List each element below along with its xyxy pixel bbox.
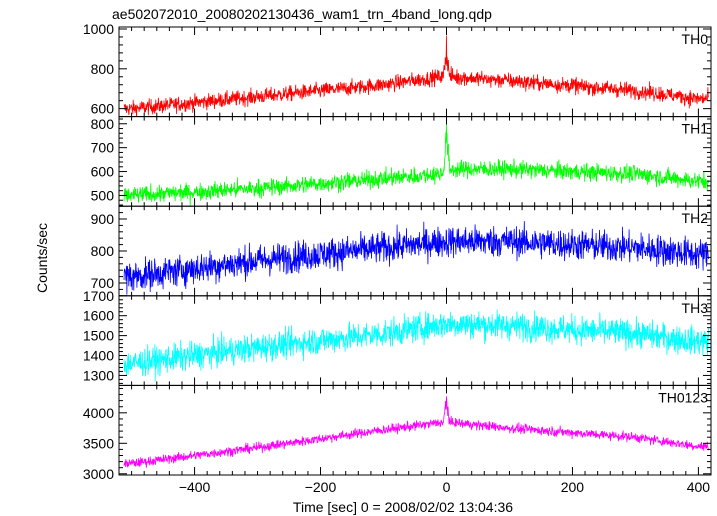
y-tick-label: 1000 bbox=[83, 21, 114, 37]
y-tick-label: 1700 bbox=[83, 288, 114, 304]
y-tick-label: 900 bbox=[91, 211, 115, 227]
y-tick-label: 600 bbox=[91, 164, 115, 180]
series-line-th3 bbox=[123, 309, 709, 382]
y-axis-title: Counts/sec bbox=[34, 223, 50, 293]
y-tick-label: 800 bbox=[91, 116, 115, 132]
y-tick-label: 4000 bbox=[83, 405, 114, 421]
panel-frame bbox=[118, 384, 712, 476]
panel-label-th3: TH3 bbox=[682, 300, 709, 316]
panel-frame bbox=[118, 295, 712, 386]
chart-title: ae502072010_20080202130436_wam1_trn_4ban… bbox=[112, 6, 492, 22]
y-tick-label: 600 bbox=[91, 101, 115, 117]
panel-label-th0123: TH0123 bbox=[658, 389, 708, 405]
y-tick-label: 3000 bbox=[83, 466, 114, 482]
x-tick-label: 400 bbox=[687, 479, 711, 495]
y-tick-label: 700 bbox=[91, 275, 115, 291]
y-tick-label: 1300 bbox=[83, 367, 114, 383]
x-tick-label: 0 bbox=[443, 479, 451, 495]
panel-label-th1: TH1 bbox=[682, 121, 709, 137]
y-tick-label: 800 bbox=[91, 243, 115, 259]
y-tick-label: 1500 bbox=[83, 328, 114, 344]
y-tick-label: 700 bbox=[91, 140, 115, 156]
x-tick-label: −400 bbox=[179, 479, 211, 495]
series-line-th1 bbox=[123, 124, 709, 206]
series-line-th0 bbox=[123, 35, 709, 117]
series-line-th2 bbox=[123, 221, 709, 295]
series-line-th0123 bbox=[123, 396, 709, 468]
y-tick-label: 1400 bbox=[83, 348, 114, 364]
x-tick-label: −200 bbox=[305, 479, 337, 495]
y-tick-label: 3500 bbox=[83, 435, 114, 451]
y-tick-label: 1600 bbox=[83, 308, 114, 324]
x-tick-label: 200 bbox=[561, 479, 585, 495]
x-axis-title: Time [sec] 0 = 2008/02/02 13:04:36 bbox=[293, 499, 513, 515]
y-tick-label: 800 bbox=[91, 61, 115, 77]
y-tick-label: 500 bbox=[91, 187, 115, 203]
panel-label-th0: TH0 bbox=[682, 31, 709, 47]
panel-label-th2: TH2 bbox=[682, 210, 709, 226]
